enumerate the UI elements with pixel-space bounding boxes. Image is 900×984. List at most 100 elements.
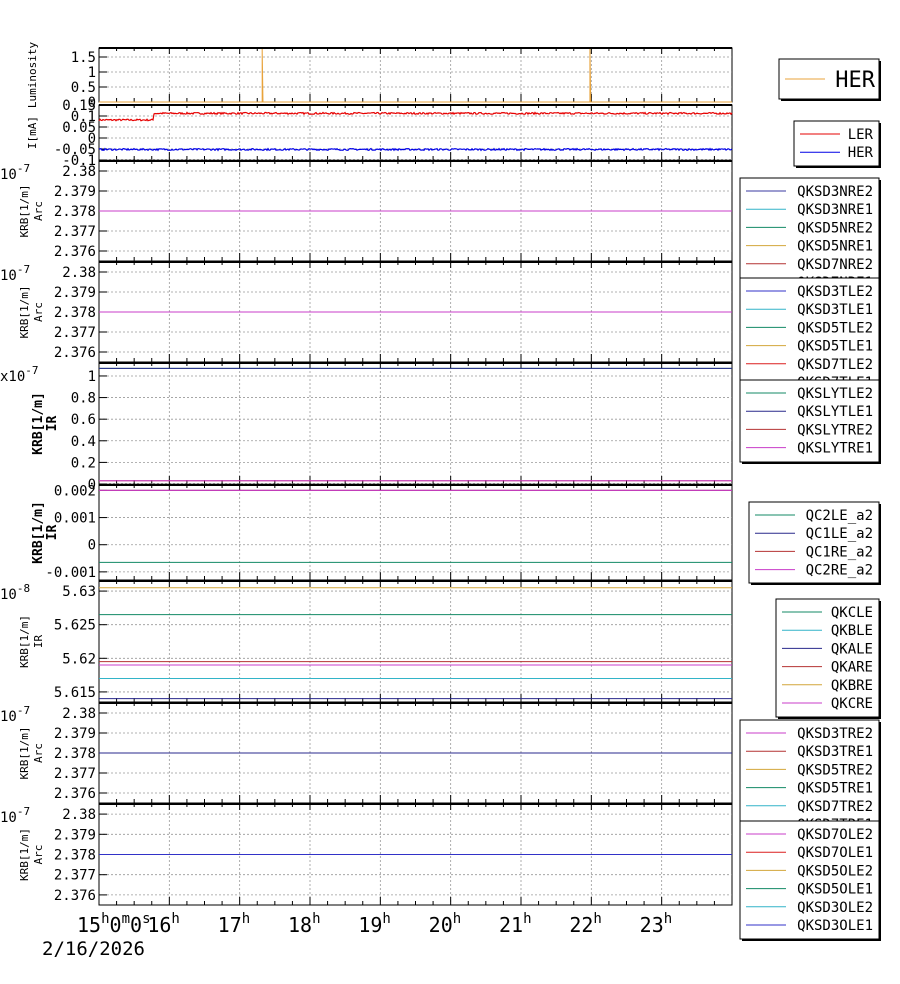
legend-label: QKALE bbox=[831, 641, 873, 657]
legend: QKCLE QKBLE QKALE QKARE QKBRE QKCRE bbox=[775, 598, 881, 719]
legend-box bbox=[739, 719, 880, 841]
legend-label: QKSD5OLE2 bbox=[797, 863, 873, 879]
y-tick-label: 2.38 bbox=[62, 164, 96, 180]
legend-label: QKSLYTLE2 bbox=[797, 386, 873, 402]
series-line bbox=[99, 47, 732, 103]
legend-label: QKSD3NRE1 bbox=[797, 202, 873, 218]
legend-label: QKSD5NRE2 bbox=[797, 220, 873, 236]
legend-label: QKCLE bbox=[831, 605, 873, 621]
y-tick-label: 2.379 bbox=[54, 827, 96, 843]
y-axis-label-line: KRB[1/m] bbox=[18, 185, 31, 238]
y-tick-label: 2.38 bbox=[62, 265, 96, 281]
y-tick-label: 5.63 bbox=[62, 584, 96, 600]
y-axis-label: KRB[1/m] Arc bbox=[18, 727, 45, 780]
y-axis-label: KRB[1/m] Arc bbox=[18, 286, 45, 339]
x-tick-label: 18h bbox=[288, 911, 321, 937]
legend-label: QKSD3OLE2 bbox=[797, 900, 873, 916]
y-axis-label: KRB[1/m] Arc bbox=[18, 828, 45, 881]
legend-label: QKSD3TLE2 bbox=[797, 284, 873, 300]
y-exponent: x10-7 bbox=[0, 364, 39, 385]
plot-frame bbox=[98, 47, 733, 103]
y-axis-label-line: IR bbox=[32, 635, 45, 649]
y-exponent: 10-7 bbox=[0, 805, 30, 826]
x-tick-label: 22h bbox=[569, 911, 602, 937]
legend: LER HER bbox=[793, 120, 881, 168]
plot-frame bbox=[98, 362, 733, 485]
legend-label: QKSD3TRE1 bbox=[797, 744, 873, 760]
legend-label: QKSD5TLE2 bbox=[797, 320, 873, 336]
y-axis-label: KRB[1/m] IR bbox=[31, 501, 60, 564]
legend-label: QKSD7NRE2 bbox=[797, 257, 873, 273]
y-tick-label: 2.379 bbox=[54, 184, 96, 200]
y-tick-label: 0.6 bbox=[71, 412, 96, 428]
y-tick-label: 2.377 bbox=[54, 224, 96, 240]
legend-box bbox=[793, 120, 880, 167]
y-tick-label: 0.5 bbox=[71, 80, 96, 96]
y-tick-label: 2.378 bbox=[54, 848, 96, 864]
y-axis-label-line: Arc bbox=[32, 845, 45, 865]
y-tick-label: 2.377 bbox=[54, 325, 96, 341]
panel-luminosity: 00.511.5 Luminosity HER bbox=[26, 42, 881, 111]
legend-box bbox=[739, 379, 880, 463]
y-tick-label: 2.378 bbox=[54, 746, 96, 762]
x-tick-label: 20h bbox=[429, 911, 462, 937]
y-axis-label-line: I[mA] bbox=[26, 116, 39, 149]
y-tick-label: 2.379 bbox=[54, 726, 96, 742]
y-tick-label: 2.377 bbox=[54, 868, 96, 884]
legend-label: QKSD3TRE2 bbox=[797, 726, 873, 742]
x-tick-label: 17h bbox=[218, 911, 251, 937]
y-tick-label: 2.378 bbox=[54, 305, 96, 321]
plot-frame bbox=[98, 484, 733, 581]
legend-label: QKSD7TRE2 bbox=[797, 799, 873, 815]
y-exponent: 10-7 bbox=[0, 162, 30, 183]
legend-label: LER bbox=[848, 127, 874, 143]
y-axis-label-line: Arc bbox=[32, 302, 45, 322]
legend: HER bbox=[778, 58, 881, 101]
y-tick-label: 2.376 bbox=[54, 888, 96, 904]
legend-label: QKSD5TRE1 bbox=[797, 781, 873, 797]
y-tick-label: 0.001 bbox=[54, 511, 96, 527]
plot-frame bbox=[98, 580, 733, 703]
legend-label: QKSD3NRE2 bbox=[797, 184, 873, 200]
y-tick-label: 2.378 bbox=[54, 204, 96, 220]
y-tick-label: 0 bbox=[88, 538, 96, 554]
y-axis-label-line: KRB[1/m] bbox=[18, 727, 31, 780]
y-axis-label-line: IR bbox=[45, 416, 60, 432]
y-tick-label: 0.2 bbox=[71, 455, 96, 471]
x-tick-label: 19h bbox=[358, 911, 391, 937]
y-tick-label: 2.38 bbox=[62, 807, 96, 823]
legend-label: HER bbox=[835, 68, 875, 93]
panel-ir-qc: -0.001 0 0.001 0.002 KRB[1/m] IR QC2LE_a2 QC1LE… bbox=[31, 483, 881, 585]
y-axis-label-line: KRB[1/m] bbox=[31, 392, 46, 455]
y-axis-label-line: KRB[1/m] bbox=[18, 828, 31, 881]
x-tick-label: 15h0m0s bbox=[77, 911, 151, 937]
x-tick-label: 21h bbox=[499, 911, 532, 937]
y-tick-label: -0.001 bbox=[45, 565, 96, 581]
y-axis-label: I[mA] bbox=[26, 116, 39, 149]
y-tick-label: 5.615 bbox=[54, 685, 96, 701]
y-tick-label: 0 bbox=[88, 131, 96, 147]
legend-label: QKSD7OLE2 bbox=[797, 827, 873, 843]
y-tick-label: 5.62 bbox=[62, 651, 96, 667]
series-line bbox=[98, 111, 733, 122]
legend-box bbox=[739, 820, 880, 940]
y-tick-label: -0.1 bbox=[62, 153, 96, 169]
y-axis-label-line: KRB[1/m] bbox=[18, 615, 31, 668]
x-tick-label: 23h bbox=[640, 911, 673, 937]
legend-label: QKCRE bbox=[831, 696, 873, 712]
y-tick-label: 2.376 bbox=[54, 244, 96, 260]
y-tick-label: 0.4 bbox=[71, 434, 96, 450]
legend: QKSD7OLE2 QKSD7OLE1 QKSD5OLE2 QKSD5OLE1 QKSD… bbox=[739, 820, 881, 941]
y-tick-label: 0.1 bbox=[71, 109, 96, 125]
legend-label: QC1LE_a2 bbox=[806, 526, 873, 542]
y-axis-label-line: Arc bbox=[32, 201, 45, 221]
y-exponent: 10-7 bbox=[0, 704, 30, 725]
legend-box bbox=[739, 277, 880, 399]
legend: QC2LE_a2 QC1LE_a2 QC1RE_a2 QC2RE_a2 bbox=[748, 501, 881, 585]
y-tick-label: 0.002 bbox=[54, 483, 96, 499]
